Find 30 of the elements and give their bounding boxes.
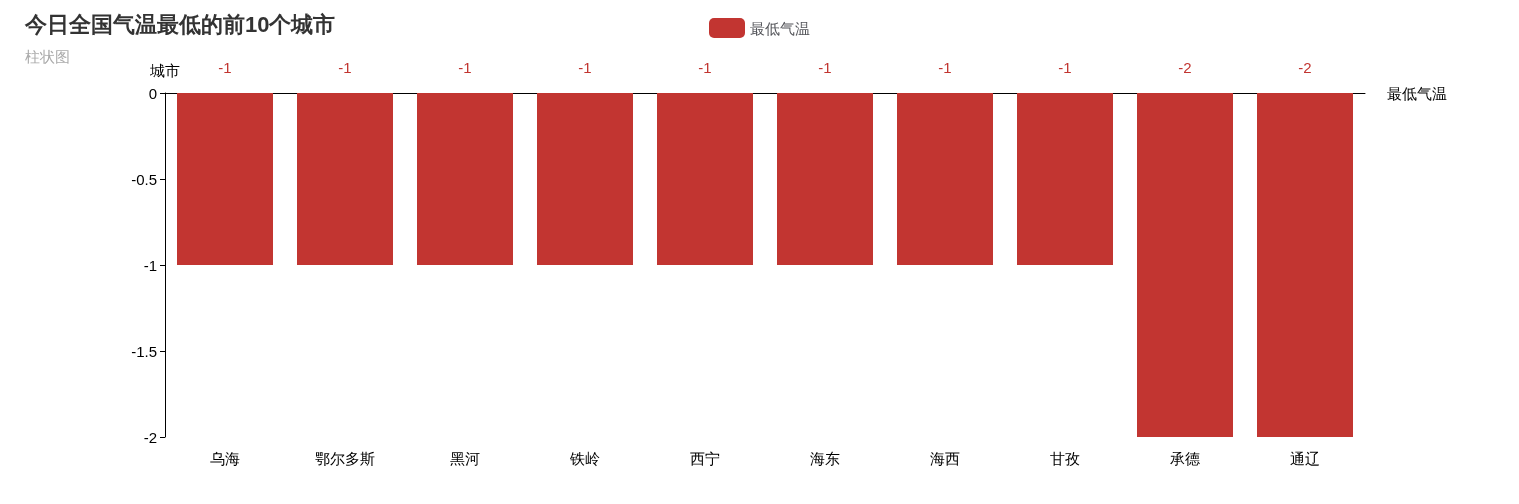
data-label: -1 xyxy=(458,59,472,76)
x-tick-label: 黑河 xyxy=(450,450,480,467)
data-label: -1 xyxy=(218,59,232,76)
data-label: -2 xyxy=(1178,59,1192,76)
x-tick-label: 铁岭 xyxy=(569,450,600,467)
x-axis-title: 最低气温 xyxy=(1387,84,1447,102)
legend-label: 最低气温 xyxy=(750,19,810,37)
y-tick-label: -1.5 xyxy=(131,342,157,360)
data-label: -1 xyxy=(938,59,952,76)
data-label: -1 xyxy=(338,59,352,76)
chart-title: 今日全国气温最低的前10个城市 xyxy=(24,11,336,37)
x-tick-label: 海东 xyxy=(810,450,840,467)
y-tick-label: -1 xyxy=(143,256,157,274)
x-tick-label: 甘孜 xyxy=(1050,450,1080,467)
y-tick-label: -2 xyxy=(143,428,157,446)
chart-subtitle: 柱状图 xyxy=(25,48,70,65)
x-tick-label: 西宁 xyxy=(690,450,720,467)
y-tick-label: 0 xyxy=(148,84,157,102)
x-tick-label: 承德 xyxy=(1170,450,1200,467)
x-tick-label: 海西 xyxy=(930,450,960,467)
data-label: -2 xyxy=(1298,59,1312,76)
data-label: -1 xyxy=(698,59,712,76)
data-label: -1 xyxy=(1058,59,1072,76)
data-label: -1 xyxy=(818,59,832,76)
y-axis-title: 城市 xyxy=(149,62,180,79)
y-tick-label: -0.5 xyxy=(131,170,157,188)
x-tick-label: 通辽 xyxy=(1290,450,1320,467)
x-tick-label: 乌海 xyxy=(210,450,240,467)
x-tick-label: 鄂尔多斯 xyxy=(315,450,375,467)
data-label: -1 xyxy=(578,59,592,76)
